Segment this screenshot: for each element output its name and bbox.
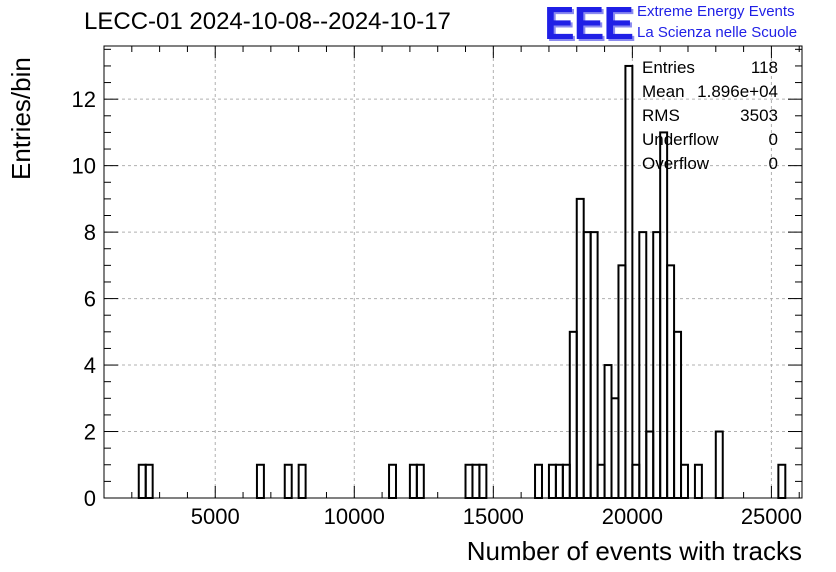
- histogram-bar: [388, 463, 397, 500]
- histogram-bar: [638, 231, 648, 499]
- histogram-bar: [624, 64, 634, 500]
- chart-title: LECC-01 2024-10-08--2024-10-17: [84, 8, 451, 35]
- histogram-bar: [534, 463, 543, 500]
- x-tick-label: 15000: [463, 504, 524, 529]
- stats-row-overflow: Overflow 0: [642, 154, 782, 178]
- histogram-bar: [617, 264, 627, 499]
- histogram-bins: [137, 64, 787, 500]
- logo-caption-line1: Extreme Energy Events: [637, 3, 795, 20]
- stats-label: RMS: [642, 106, 680, 125]
- histogram-bar: [561, 463, 571, 500]
- stats-value: 1.896e+04: [697, 82, 778, 101]
- stats-label: Underflow: [642, 130, 719, 149]
- x-tick-label: 20000: [602, 504, 663, 529]
- histogram-bar: [631, 463, 641, 500]
- histogram-bar: [255, 463, 265, 500]
- histogram-bar: [408, 463, 418, 500]
- stats-value: 0: [768, 130, 778, 149]
- logo-caption-line2: La Scienza nelle Scuole: [637, 24, 798, 41]
- x-tick-label: 10000: [324, 504, 385, 529]
- histogram-bar: [554, 463, 564, 500]
- tick-marks: [103, 46, 802, 499]
- histogram-bar: [283, 463, 293, 500]
- histogram-bar: [714, 430, 724, 500]
- histogram-bar: [415, 463, 425, 500]
- histogram-bar: [680, 463, 689, 500]
- eee-logo: EEE: [544, 0, 634, 49]
- histogram-bar: [645, 430, 655, 500]
- y-tick-label: 2: [84, 420, 96, 445]
- stats-label: Mean: [642, 82, 685, 101]
- histogram-bar: [471, 463, 481, 500]
- histogram-bar: [568, 330, 578, 499]
- histogram-bar: [575, 197, 585, 499]
- stats-box: Entries 118 Mean 1.896e+04 RMS 3503 Unde…: [642, 58, 782, 178]
- y-tick-label: 8: [84, 220, 96, 245]
- x-tick-label: 25000: [741, 504, 802, 529]
- x-tick-label: 5000: [191, 504, 240, 529]
- histogram-bar: [693, 463, 703, 500]
- histogram-bar: [610, 397, 620, 500]
- histogram-bar: [144, 463, 154, 500]
- histogram-bar: [478, 463, 488, 500]
- plot-frame: [103, 45, 803, 499]
- axes: [103, 45, 803, 499]
- x-axis-label: Number of events with tracks: [466, 536, 802, 566]
- stats-value: 0: [768, 154, 778, 173]
- histogram-bar: [673, 330, 683, 499]
- histogram-bar: [777, 463, 787, 500]
- stats-value: 118: [750, 58, 778, 77]
- stats-value: 3503: [740, 106, 778, 125]
- histogram-bar: [596, 463, 606, 500]
- stats-row-mean: Mean 1.896e+04: [642, 82, 782, 106]
- histogram-bar: [464, 463, 474, 500]
- stats-row-rms: RMS 3503: [642, 106, 782, 130]
- stats-label: Entries: [642, 58, 695, 77]
- histogram-bar: [547, 463, 557, 500]
- y-axis-label: Entries/bin: [6, 57, 36, 180]
- histogram-bar: [137, 463, 147, 500]
- y-tick-label: 12: [72, 87, 96, 112]
- histogram-bar: [297, 463, 307, 500]
- y-tick-label: 10: [72, 154, 96, 179]
- y-tick-label: 0: [84, 486, 96, 511]
- histogram-bar: [666, 264, 676, 499]
- stats-row-underflow: Underflow 0: [642, 130, 782, 154]
- histogram-bar: [589, 231, 599, 499]
- histogram-bar: [659, 131, 669, 499]
- stats-label: Overflow: [642, 154, 710, 173]
- stats-row-entries: Entries 118: [642, 58, 782, 82]
- y-tick-label: 4: [84, 353, 96, 378]
- grid-lines: [104, 46, 802, 498]
- y-tick-label: 6: [84, 287, 96, 312]
